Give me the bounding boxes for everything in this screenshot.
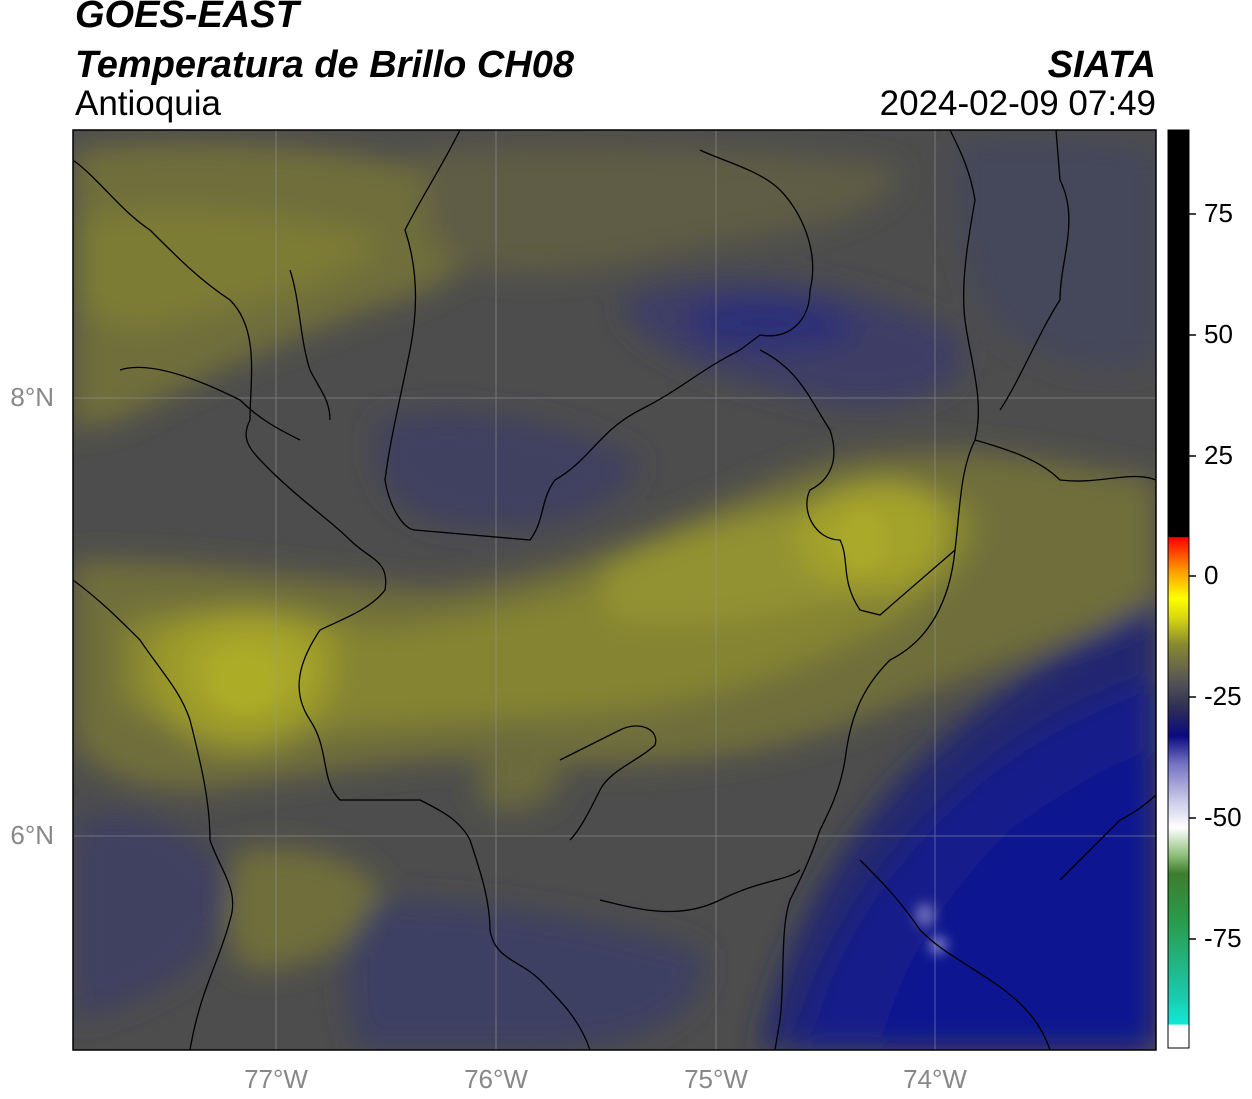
colorbar-label-minus75: -75 (1204, 923, 1242, 953)
lat-label-6n: 6°N (10, 820, 54, 850)
colorbar-frame (1167, 129, 1190, 1049)
lon-label-75w: 75°W (684, 1064, 748, 1094)
colorbar (1168, 130, 1189, 1048)
colorbar-label-minus25: -25 (1204, 681, 1242, 711)
lat-label-8n: 8°N (10, 382, 54, 412)
lon-label-76w: 76°W (464, 1064, 528, 1094)
datetime-label: 2024-02-09 07:49 (879, 84, 1156, 123)
region-label: Antioquia (75, 84, 221, 123)
colorbar-label-0: 0 (1204, 560, 1219, 590)
department-boundaries (73, 130, 1156, 1050)
lon-label-77w: 77°W (244, 1064, 308, 1094)
lon-label-74w: 74°W (903, 1064, 967, 1094)
colorbar-ticks (1189, 213, 1196, 940)
colorbar-label-50: 50 (1204, 319, 1233, 349)
colorbar-label-minus50: -50 (1204, 802, 1242, 832)
colorbar-label-25: 25 (1204, 440, 1233, 470)
satellite-title: GOES-EAST (75, 0, 299, 36)
colorbar-label-75: 75 (1204, 198, 1233, 228)
brand-label: SIATA (1047, 44, 1156, 86)
graticule (73, 130, 1156, 1050)
brightness-temperature-field (73, 130, 1156, 1050)
map-frame (72, 129, 1157, 1051)
product-title: Temperatura de Brillo CH08 (75, 44, 575, 86)
